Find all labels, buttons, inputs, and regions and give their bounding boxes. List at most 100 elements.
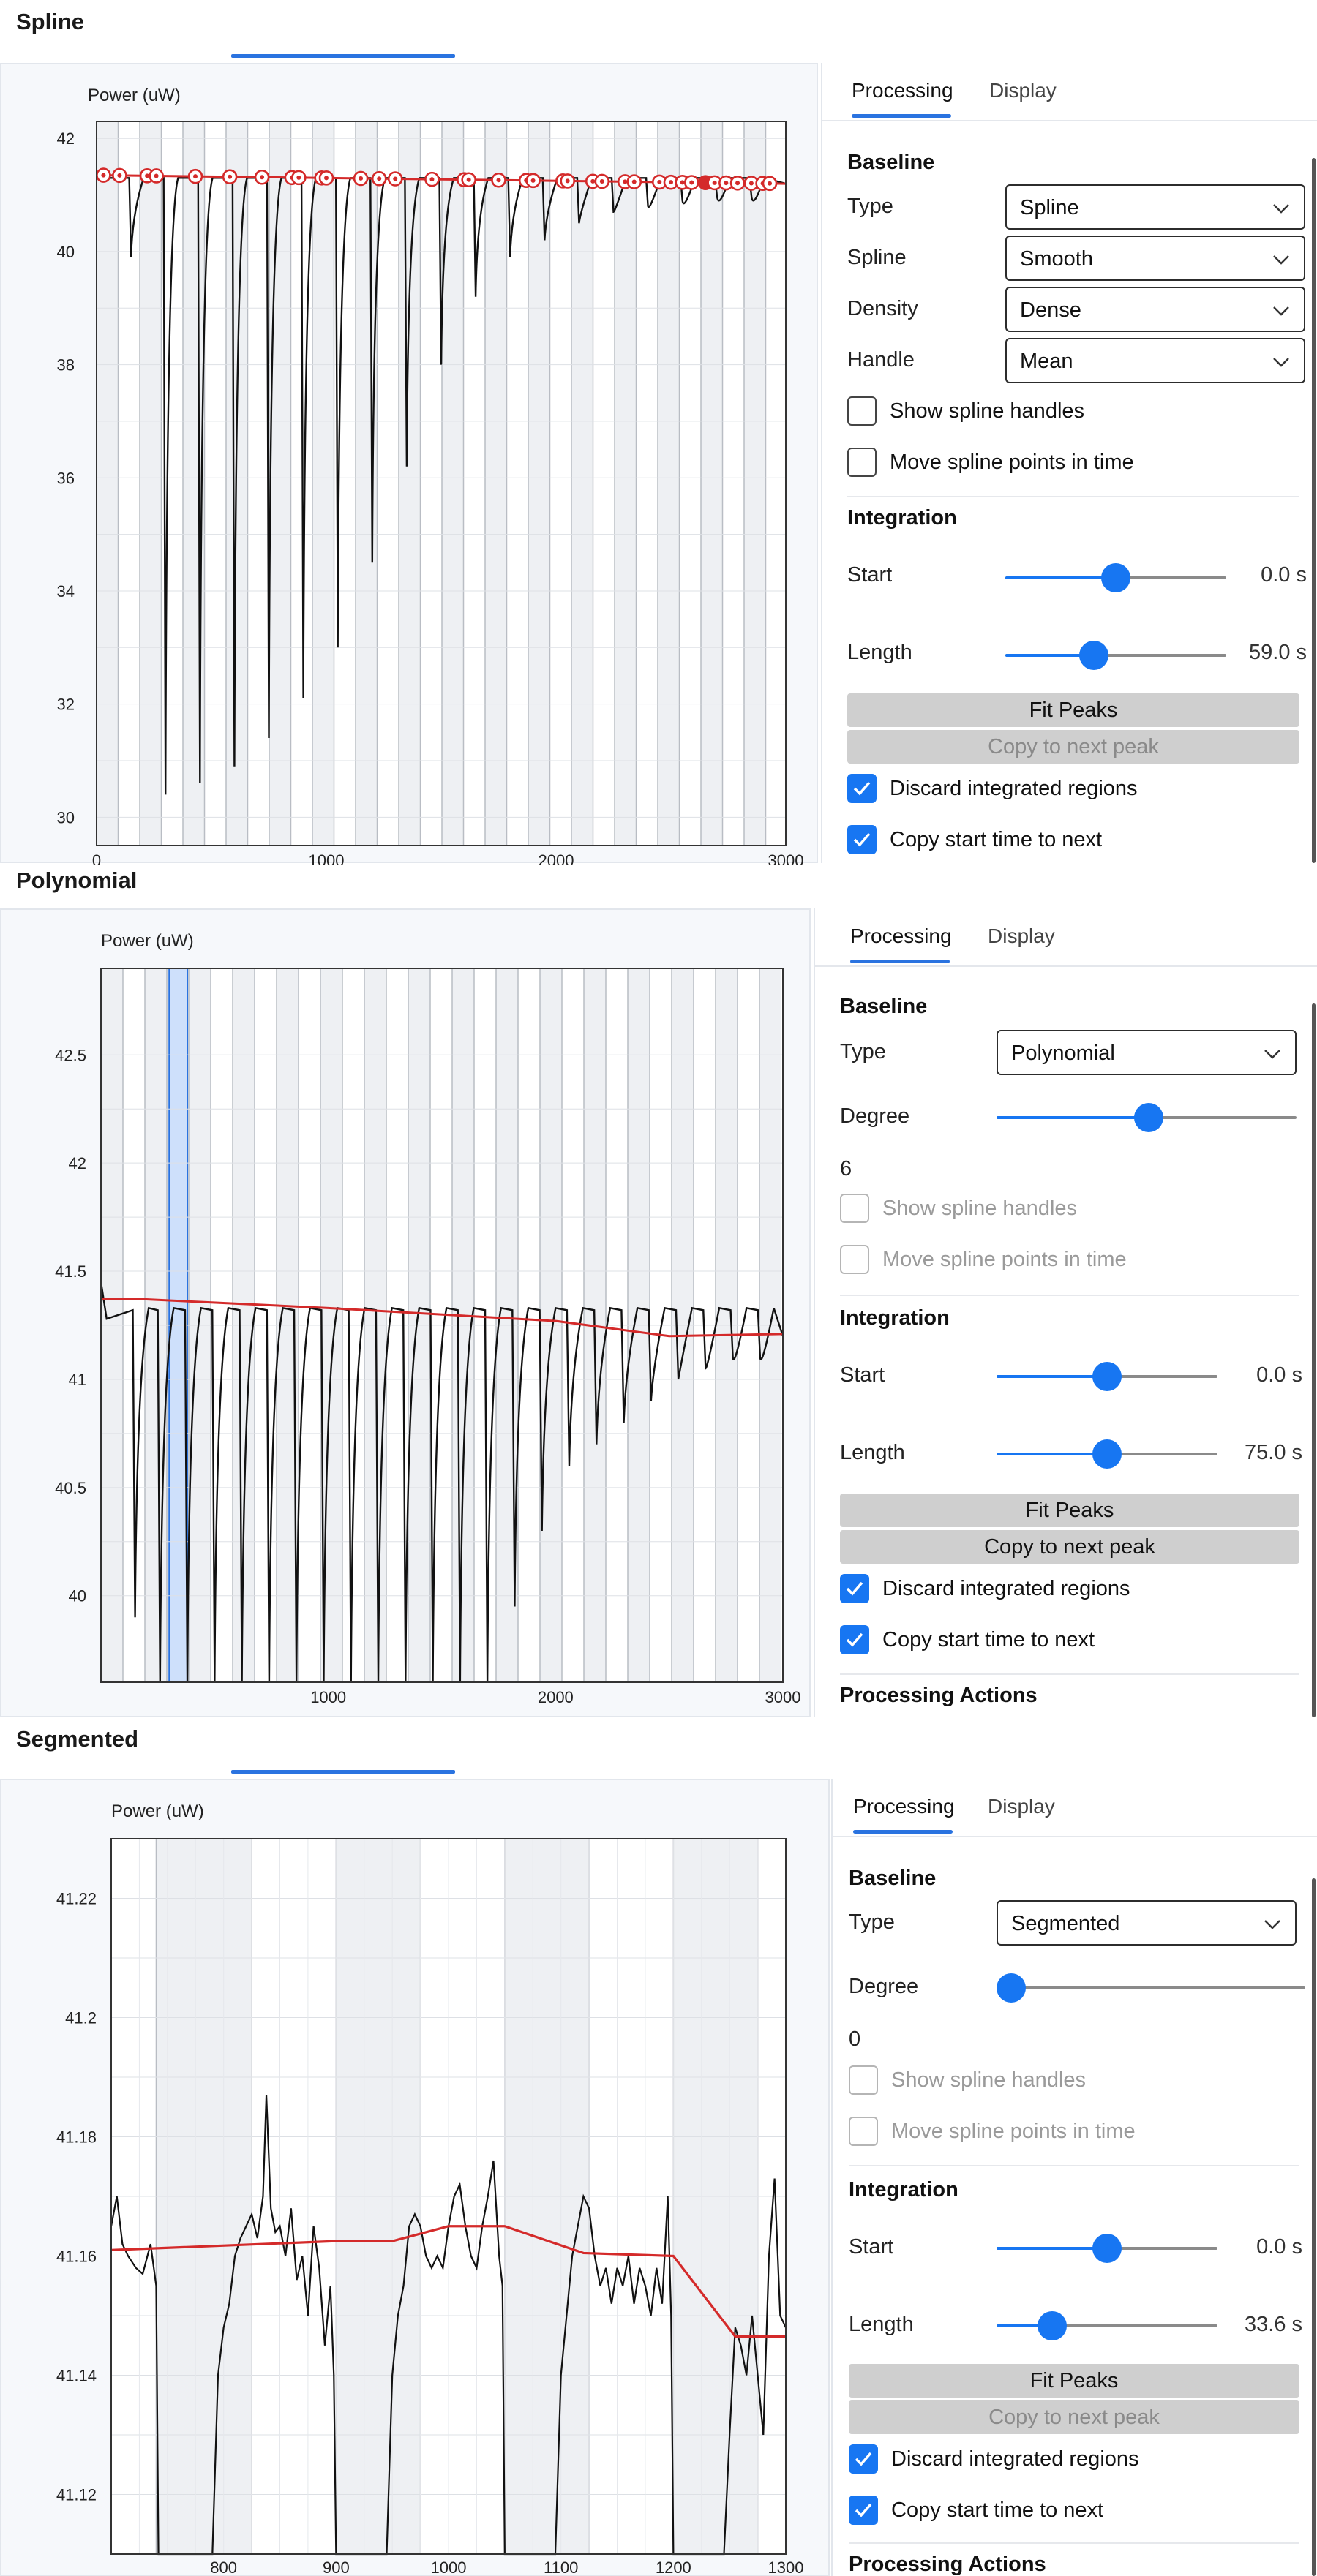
type-select[interactable]: Spline [1005,184,1305,230]
slider-thumb[interactable] [1092,2234,1122,2263]
y-tick-label: 41.18 [56,2128,97,2147]
fit-peaks-button[interactable]: Fit Peaks [847,693,1299,727]
y-tick-label: 41.5 [55,1262,86,1281]
fit-peaks-button[interactable]: Fit Peaks [840,1494,1299,1527]
tab-active-underline [850,960,950,963]
type-select-value: Segmented [1011,1912,1120,1935]
spline-handle-center [657,179,662,184]
tab-processing[interactable]: Processing [853,1795,955,1818]
tab-display[interactable]: Display [989,79,1057,102]
slider-fill [997,1375,1107,1378]
type-label: Type [847,195,893,218]
scrollbar[interactable] [1312,158,1316,863]
slider-thumb[interactable] [1134,1103,1163,1132]
plot-panel: 40 40.5 41 41.5 42 42.5 1000 2000 3000 Power (uW) [0,908,811,1717]
section-title: Polynomial [16,867,138,893]
signal-trace [97,176,787,795]
divider [847,496,1299,497]
slider-track [997,2324,1217,2327]
chart[interactable]: 30 32 34 36 38 40 42 0 1000 2000 3000 Power (uW) [1,64,819,865]
y-tick-label: 30 [57,808,75,826]
slider-thumb[interactable] [1092,1362,1122,1391]
section-title: Segmented [16,1726,139,1752]
check-icon [853,781,871,796]
slider-thumb[interactable] [1092,1439,1122,1469]
baseline-header: Baseline [849,1867,937,1890]
x-tick-label: 3000 [765,1688,801,1706]
spline-handle-center [260,175,265,180]
chart[interactable]: 41.12 41.14 41.16 41.18 41.2 41.22 800 900 1000 1… [1,1780,831,2576]
move-points-checkbox[interactable] [849,2117,878,2146]
copy-start-label: Copy start time to next [891,2498,1104,2522]
y-tick-label: 40 [57,243,75,261]
scrollbar[interactable] [1312,1878,1316,2576]
density-select[interactable]: Dense [1005,287,1305,332]
degree-label: Degree [840,1104,910,1128]
start-value: 0.0 s [1256,1363,1302,1387]
discard-regions-checkbox[interactable] [849,2444,878,2474]
slider-thumb[interactable] [1101,563,1130,592]
slider-thumb[interactable] [1038,2311,1067,2340]
tab-active-underline [853,1830,953,1834]
tab-display[interactable]: Display [988,924,1055,947]
length-label: Length [849,2313,914,2336]
spline-handle-center [712,180,717,185]
move-points-label: Move spline points in time [890,451,1134,474]
baseline-header: Baseline [840,995,928,1018]
integration-header: Integration [849,2178,958,2202]
show-handles-checkbox[interactable] [849,2065,878,2095]
type-select[interactable]: Segmented [997,1900,1297,1946]
copy-start-label: Copy start time to next [882,1628,1095,1652]
copy-start-checkbox[interactable] [847,825,877,854]
move-points-checkbox[interactable] [847,448,877,477]
type-select-value: Polynomial [1011,1042,1115,1065]
slider-fill [997,1453,1107,1455]
copy-start-checkbox[interactable] [840,1625,869,1654]
spline-handle-center [296,175,301,180]
handle-select[interactable]: Mean [1005,338,1305,383]
plot-frame [110,1838,787,2555]
spline-select[interactable]: Smooth [1005,236,1305,281]
fit-peaks-button[interactable]: Fit Peaks [849,2364,1299,2398]
divider [840,1295,1299,1296]
copy-next-peak-button[interactable]: Copy to next peak [847,730,1299,764]
discard-regions-checkbox[interactable] [840,1574,869,1603]
move-points-checkbox[interactable] [840,1245,869,1274]
side-panel: Processing Display Baseline Type Spline … [821,63,1317,863]
processing-actions-header: Processing Actions [849,2553,1046,2576]
processing-actions-header: Processing Actions [840,1684,1038,1707]
section-title: Spline [16,9,85,34]
length-label: Length [840,1441,905,1464]
integration-band [356,121,378,846]
y-tick-label: 41 [69,1371,86,1389]
show-handles-checkbox[interactable] [840,1194,869,1223]
spline-handle-center [154,173,159,178]
scrollbar[interactable] [1312,1003,1316,1717]
tab-display[interactable]: Display [988,1795,1055,1818]
chart[interactable]: 40 40.5 41 41.5 42 42.5 1000 2000 3000 Power (uW) [1,910,812,1719]
spline-handle-center [724,181,729,186]
spline-handle-center [689,180,694,185]
type-select[interactable]: Polynomial [997,1030,1297,1075]
show-handles-checkbox[interactable] [847,396,877,426]
slider-fill [1005,654,1094,657]
slider-thumb[interactable] [997,1973,1026,2003]
copy-next-peak-button[interactable]: Copy to next peak [849,2400,1299,2434]
plot-panel: 30 32 34 36 38 40 42 0 1000 2000 3000 Power (uW) [0,63,819,865]
spline-handle-center [680,180,685,185]
copy-start-checkbox[interactable] [849,2496,878,2525]
tab-processing[interactable]: Processing [850,924,952,947]
integration-band [571,121,593,846]
discard-regions-checkbox[interactable] [847,774,877,803]
length-value: 33.6 s [1245,2313,1302,2336]
x-tick-label: 1000 [309,851,345,865]
y-tick-label: 42 [69,1154,86,1172]
spline-handle-center [590,178,596,184]
tab-processing[interactable]: Processing [852,79,953,102]
integration-band [744,121,766,846]
slider-thumb[interactable] [1079,641,1108,670]
copy-next-peak-button[interactable]: Copy to next peak [840,1530,1299,1564]
spline-handle-center [599,178,604,184]
check-icon [855,2503,872,2517]
slider-fill [997,2324,1052,2327]
